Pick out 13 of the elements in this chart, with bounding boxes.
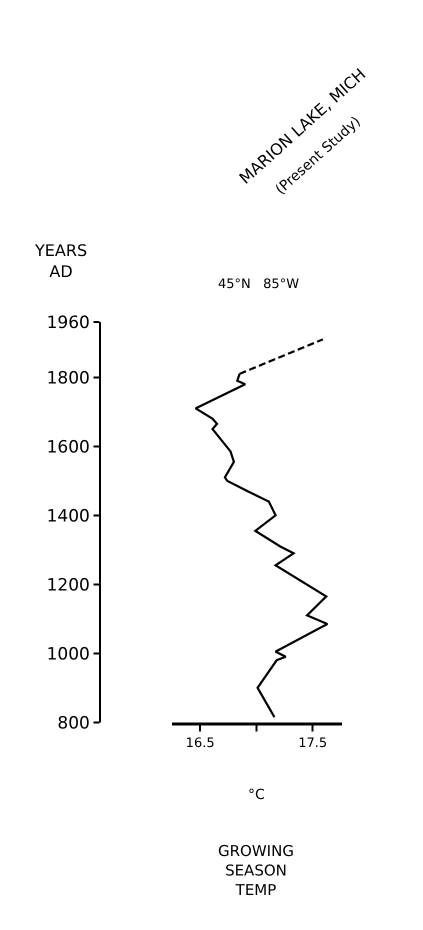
y-tick-label: 1960: [46, 313, 90, 334]
y-tick-label: 1800: [46, 368, 90, 388]
y-axis-title: YEARS AD: [34, 241, 88, 281]
y-tick-label: 1600: [46, 437, 90, 458]
y-tick-label: 1200: [46, 575, 90, 596]
y-tick-label: 800: [57, 713, 90, 734]
y-tick-label: 1000: [46, 644, 90, 664]
x-tick-label: 16.5: [186, 736, 215, 751]
text: GROWING SEASON TEMP: [218, 842, 294, 899]
x-axis-title: °C: [248, 787, 265, 803]
text: 45°N 85°W: [218, 277, 300, 292]
x-tick-label: 17.5: [298, 736, 328, 751]
y-tick-label: 1400: [46, 506, 90, 526]
